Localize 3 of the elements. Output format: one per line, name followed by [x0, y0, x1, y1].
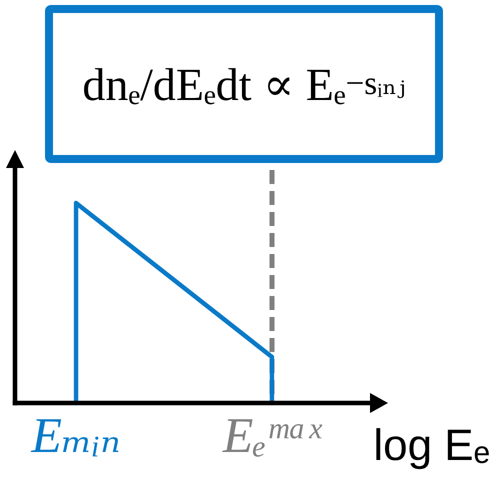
x-tick-label: Eₑᵐᵃˣ — [222, 407, 324, 464]
x-axis-title: log Eₑ — [373, 421, 490, 470]
x-tick-label: Eₘᵢₙ — [30, 407, 121, 464]
